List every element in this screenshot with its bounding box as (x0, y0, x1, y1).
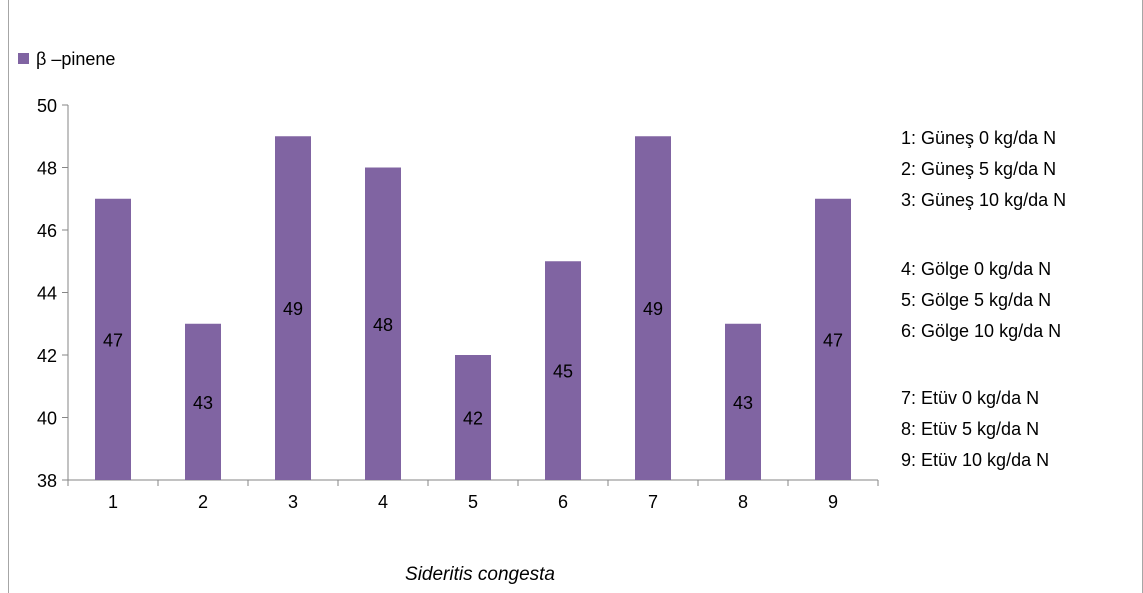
y-tick-label: 50 (37, 96, 57, 116)
data-label: 49 (643, 299, 663, 319)
bar-7 (635, 136, 671, 480)
data-labels: 47 43 49 48 42 45 49 43 47 (103, 299, 843, 428)
data-label: 47 (103, 330, 123, 350)
bar-8 (725, 323, 761, 480)
x-tick-label: 5 (468, 492, 478, 512)
bars (95, 136, 851, 480)
y-tick-label: 46 (37, 221, 57, 241)
bar-2 (185, 323, 221, 480)
x-tick-label: 4 (378, 492, 388, 512)
note-5: 5: Gölge 5 kg/da N (901, 290, 1052, 310)
y-tick-label: 40 (37, 409, 57, 429)
x-tick-label: 1 (108, 492, 118, 512)
y-tick-label: 48 (37, 159, 57, 179)
note-9: 9: Etüv 10 kg/da N (901, 450, 1050, 470)
x-tick-label: 9 (828, 492, 838, 512)
bar-4 (365, 167, 401, 480)
bar-1 (95, 198, 131, 480)
note-1: 1: Güneş 0 kg/da N (901, 128, 1057, 148)
data-label: 45 (553, 362, 573, 382)
data-label: 43 (193, 393, 213, 413)
note-6: 6: Gölge 10 kg/da N (901, 321, 1062, 341)
legend-swatch (18, 53, 29, 64)
data-label: 48 (373, 315, 393, 335)
x-tick-label: 6 (558, 492, 568, 512)
data-label: 43 (733, 393, 753, 413)
x-tick-label: 2 (198, 492, 208, 512)
bar-5 (455, 355, 491, 480)
y-tick-label: 38 (37, 471, 57, 491)
x-tick-label: 7 (648, 492, 658, 512)
note-2: 2: Güneş 5 kg/da N (901, 159, 1057, 179)
bar-9 (815, 198, 851, 480)
y-tick-label: 44 (37, 284, 57, 304)
y-tick-label: 42 (37, 346, 57, 366)
bar-6 (545, 261, 581, 480)
x-axis-title: Sideritis congesta (405, 564, 555, 585)
data-label: 49 (283, 299, 303, 319)
note-4: 4: Gölge 0 kg/da N (901, 259, 1052, 279)
legend-label: β –pinene (36, 49, 115, 69)
legend: β –pinene (18, 49, 115, 69)
note-3: 3: Güneş 10 kg/da N (901, 190, 1067, 210)
data-label: 47 (823, 330, 843, 350)
note-8: 8: Etüv 5 kg/da N (901, 419, 1040, 439)
bar-3 (275, 136, 311, 480)
data-label: 42 (463, 409, 483, 429)
x-tick-label: 3 (288, 492, 298, 512)
x-tick-label: 8 (738, 492, 748, 512)
note-7: 7: Etüv 0 kg/da N (901, 388, 1040, 408)
